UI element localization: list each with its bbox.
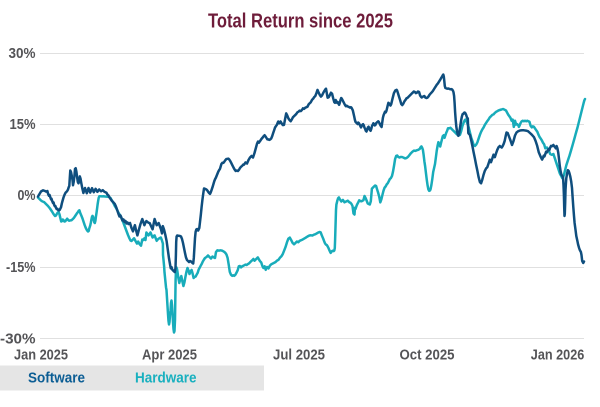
svg-text:15%: 15% bbox=[10, 117, 36, 133]
svg-text:Hardware: Hardware bbox=[135, 370, 197, 386]
svg-text:Apr 2025: Apr 2025 bbox=[142, 348, 197, 364]
svg-text:-15%: -15% bbox=[6, 260, 36, 276]
svg-text:-30%: -30% bbox=[0, 331, 36, 347]
svg-text:Jan 2025: Jan 2025 bbox=[14, 348, 68, 364]
svg-text:Software: Software bbox=[28, 370, 85, 386]
svg-text:Total Return since 2025: Total Return since 2025 bbox=[208, 9, 393, 32]
svg-text:Jul 2025: Jul 2025 bbox=[273, 348, 325, 364]
svg-text:Jan 2026: Jan 2026 bbox=[531, 348, 585, 364]
svg-text:30%: 30% bbox=[9, 46, 36, 62]
svg-text:Oct 2025: Oct 2025 bbox=[400, 348, 455, 364]
svg-text:0%: 0% bbox=[18, 188, 36, 204]
